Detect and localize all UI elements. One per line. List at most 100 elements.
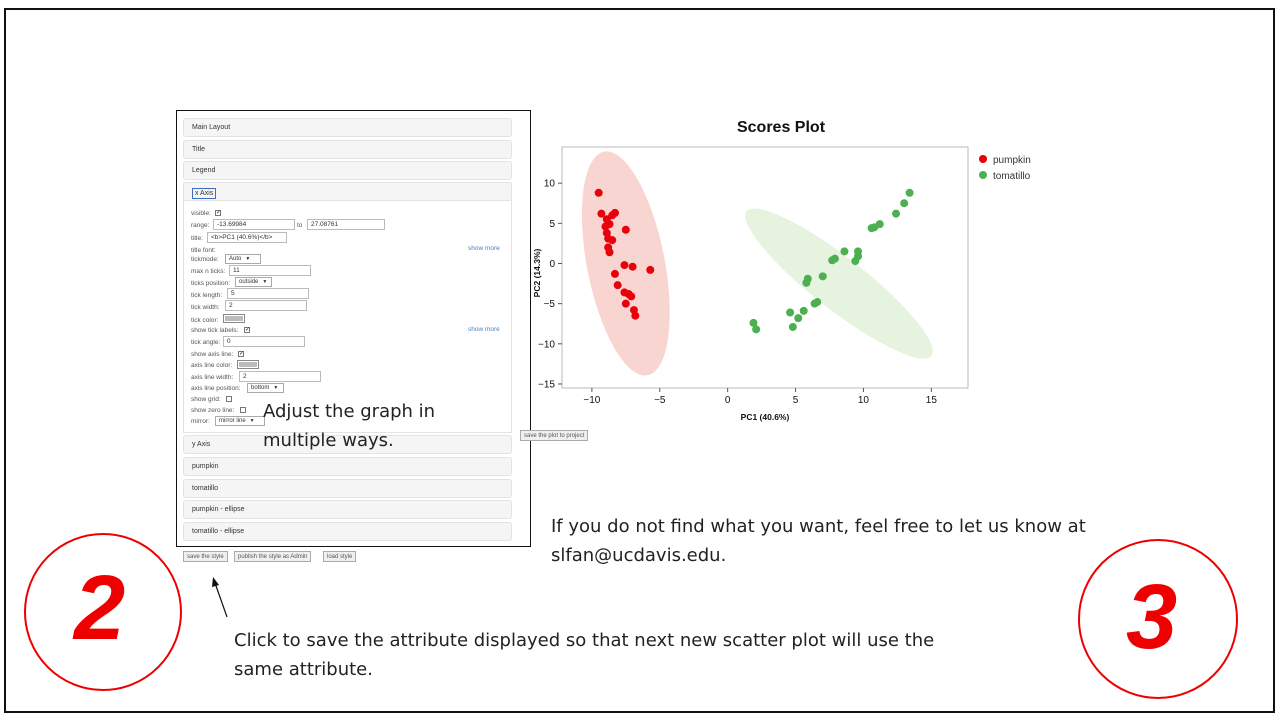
section-tomatillo[interactable]: tomatillo bbox=[183, 479, 512, 498]
tomatillo-point bbox=[818, 272, 827, 281]
show-more-link[interactable]: show more bbox=[468, 326, 500, 333]
pumpkin-point bbox=[605, 220, 614, 229]
save-note-line2: same attribute. bbox=[234, 659, 373, 680]
mirror-select[interactable]: mirror line ▼ bbox=[215, 416, 265, 426]
y-tick-label: 5 bbox=[549, 219, 555, 230]
pumpkin-point bbox=[597, 209, 606, 218]
tomatillo-point bbox=[900, 199, 909, 208]
y-axis-label: PC2 (14.3%) bbox=[532, 249, 542, 298]
y-tick-label: −10 bbox=[538, 339, 555, 350]
tickmode-value: Auto bbox=[229, 256, 242, 262]
section-pumpkin[interactable]: pumpkin bbox=[183, 457, 512, 476]
tomatillo-point bbox=[749, 318, 758, 327]
publish-style-button[interactable]: publish the style as Admin bbox=[234, 551, 312, 562]
tick-length-label: tick length: bbox=[191, 292, 223, 299]
section-x-axis[interactable]: x Axis bbox=[183, 182, 512, 201]
tickmode-select[interactable]: Auto ▼ bbox=[225, 254, 261, 264]
tomatillo-point bbox=[794, 314, 803, 323]
tick-width-label: tick width: bbox=[191, 304, 220, 311]
tomatillo-point bbox=[752, 325, 761, 334]
show-zero-line-checkbox[interactable] bbox=[240, 407, 246, 413]
show-more-link[interactable]: show more bbox=[468, 245, 500, 252]
tomatillo-ellipse bbox=[745, 208, 933, 359]
pumpkin-point bbox=[608, 236, 617, 245]
visible-checkbox[interactable]: ✓ bbox=[215, 210, 222, 216]
show-axis-line-label: show axis line: bbox=[191, 351, 234, 358]
axis-title-input[interactable]: <b>PC1 (40.6%)</b> bbox=[207, 232, 287, 243]
range-max-input[interactable]: 27.08761 bbox=[307, 219, 385, 230]
save-style-button[interactable]: save the style bbox=[183, 551, 228, 562]
tomatillo-point bbox=[788, 322, 797, 331]
axis-line-position-select[interactable]: bottom ▼ bbox=[247, 383, 284, 393]
show-grid-checkbox[interactable] bbox=[226, 396, 232, 402]
ticks-position-select[interactable]: outside ▼ bbox=[235, 277, 272, 287]
section-label: tomatillo bbox=[192, 485, 219, 492]
show-zero-line-label: show zero line: bbox=[191, 407, 235, 414]
step-number-3: 3 bbox=[1126, 566, 1178, 668]
ticks-position-label: ticks position: bbox=[191, 280, 231, 287]
ticks-position-value: outside bbox=[239, 279, 259, 285]
feedback-note: If you do not find what you want, feel f… bbox=[551, 512, 1086, 570]
show-tick-labels-checkbox[interactable]: ✓ bbox=[244, 327, 251, 333]
x-tick-label: 10 bbox=[858, 395, 870, 406]
legend-label-tomatillo: tomatillo bbox=[993, 171, 1031, 182]
tick-length-input[interactable]: 5 bbox=[227, 288, 309, 299]
section-tomatillo-ellipse[interactable]: tomatillo - ellipse bbox=[183, 522, 512, 541]
section-main-layout[interactable]: Main Layout bbox=[183, 118, 512, 137]
load-style-button[interactable]: load style bbox=[323, 551, 357, 562]
section-legend[interactable]: Legend bbox=[183, 161, 512, 180]
pumpkin-point bbox=[594, 188, 603, 197]
x-tick-label: 15 bbox=[926, 395, 938, 406]
pumpkin-point bbox=[631, 311, 640, 320]
step-marker-3 bbox=[1078, 539, 1238, 699]
mirror-label: mirror: bbox=[191, 418, 210, 425]
tick-width-input[interactable]: 2 bbox=[225, 300, 307, 311]
y-tick-label: −5 bbox=[544, 299, 556, 310]
tomatillo-point bbox=[905, 188, 914, 197]
show-tick-labels-label: show tick labels: bbox=[191, 327, 239, 334]
save-plot-button[interactable]: save the plot to project bbox=[520, 430, 589, 441]
visible-label: visible: bbox=[191, 210, 211, 217]
tick-angle-label: tick angle: bbox=[191, 339, 221, 346]
plot-style-editor: Main Layout Title Legend x Axis visible:… bbox=[176, 110, 531, 547]
feedback-note-line2: slfan@ucdavis.edu. bbox=[551, 545, 727, 566]
chevron-down-icon: ▼ bbox=[249, 418, 255, 424]
range-min-input[interactable]: -13.69984 bbox=[213, 219, 295, 230]
tick-color-swatch[interactable] bbox=[223, 314, 245, 323]
axis-line-color-label: axis line color: bbox=[191, 362, 233, 369]
max-ticks-label: max n ticks: bbox=[191, 268, 226, 275]
section-y-axis[interactable]: y Axis bbox=[183, 435, 512, 454]
axis-line-color-swatch[interactable] bbox=[237, 360, 259, 369]
section-title[interactable]: Title bbox=[183, 140, 512, 159]
pumpkin-point bbox=[613, 281, 622, 290]
tomatillo-point bbox=[867, 224, 876, 233]
mirror-value: mirror line bbox=[219, 418, 246, 424]
tomatillo-point bbox=[851, 257, 860, 266]
legend-marker-tomatillo bbox=[979, 171, 987, 179]
show-grid-label: show grid: bbox=[191, 396, 221, 403]
tomatillo-point bbox=[799, 306, 808, 315]
x-axis-settings bbox=[183, 183, 512, 433]
section-pumpkin-ellipse[interactable]: pumpkin - ellipse bbox=[183, 500, 512, 519]
tomatillo-point bbox=[828, 256, 837, 265]
show-axis-line-checkbox[interactable]: ✓ bbox=[238, 351, 245, 357]
chevron-down-icon: ▼ bbox=[273, 385, 279, 391]
pumpkin-point bbox=[610, 208, 619, 217]
scores-plot: Scores Plot −10 −5 0 5 10 15 −15 −10 −5 0 5 10 PC1 … bbox=[532, 119, 1031, 422]
adjust-graph-note: Adjust the graph in multiple ways. bbox=[263, 397, 435, 455]
adjust-note-line2: multiple ways. bbox=[263, 430, 394, 451]
section-label: y Axis bbox=[192, 441, 211, 448]
tick-angle-input[interactable]: 0 bbox=[223, 336, 305, 347]
slide-frame bbox=[4, 8, 1275, 713]
pumpkin-point bbox=[610, 269, 619, 278]
tomatillo-point bbox=[786, 308, 795, 317]
section-label: Legend bbox=[192, 167, 216, 174]
axis-line-width-input[interactable]: 2 bbox=[239, 371, 321, 382]
x-tick-label: −5 bbox=[654, 395, 666, 406]
max-ticks-input[interactable]: 11 bbox=[229, 265, 311, 276]
chevron-down-icon: ▼ bbox=[245, 256, 251, 262]
chart-title: Scores Plot bbox=[737, 119, 826, 136]
pumpkin-point bbox=[605, 248, 614, 257]
tomatillo-point bbox=[840, 247, 849, 256]
axis-line-width-label: axis line width: bbox=[191, 374, 234, 381]
